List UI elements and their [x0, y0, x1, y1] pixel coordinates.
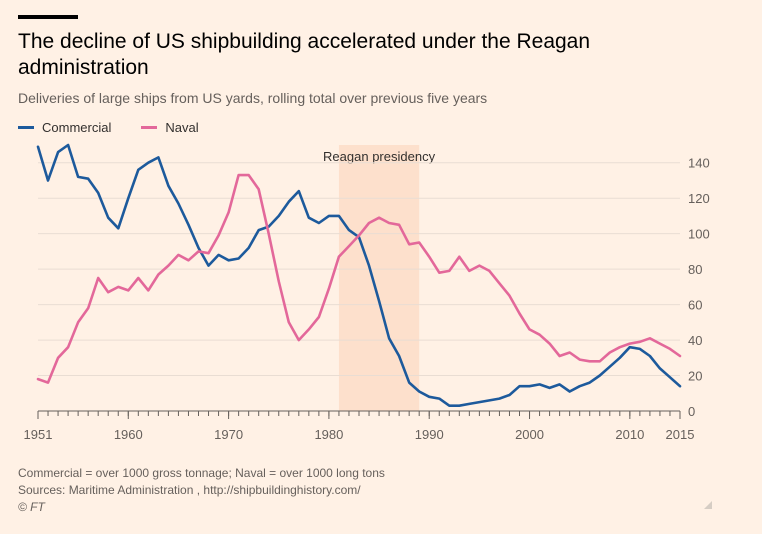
legend-label-naval: Naval — [165, 120, 199, 135]
legend-swatch-naval — [141, 126, 158, 129]
y-tick-label: 140 — [688, 156, 710, 171]
x-tick-label: 2015 — [666, 427, 695, 442]
footer-note: Commercial = over 1000 gross tonnage; Na… — [18, 466, 385, 480]
reagan-presidency-label: Reagan presidency — [323, 149, 436, 164]
top-rule — [18, 15, 78, 19]
x-tick-label: 2000 — [515, 427, 544, 442]
y-tick-label: 20 — [688, 369, 702, 384]
y-tick-label: 80 — [688, 262, 702, 277]
legend-item-commercial: Commercial — [18, 120, 111, 135]
y-tick-label: 100 — [688, 227, 710, 242]
x-tick-label: 1970 — [214, 427, 243, 442]
footer: Commercial = over 1000 gross tonnage; Na… — [18, 465, 385, 516]
x-tick-label: 1980 — [314, 427, 343, 442]
footer-sources: Sources: Maritime Administration , http:… — [18, 483, 361, 497]
series-line-naval — [36, 173, 682, 384]
series-lines — [36, 143, 682, 407]
x-tick-label: 1960 — [114, 427, 143, 442]
y-tick-label: 0 — [688, 404, 695, 419]
x-axis-ticks: 1951 1960 1970 1980 1990 2000 2010 2015 — [24, 411, 695, 442]
chart-subtitle: Deliveries of large ships from US yards,… — [18, 90, 488, 106]
y-axis-tick-labels: 0 20 40 60 80 100 120 140 — [688, 156, 710, 419]
legend-label-commercial: Commercial — [42, 120, 112, 135]
resize-corner-icon — [704, 501, 712, 509]
x-tick-label: 1990 — [415, 427, 444, 442]
footer-copyright: © FT — [18, 500, 45, 514]
y-tick-label: 60 — [688, 298, 702, 313]
legend: Commercial Naval — [18, 120, 199, 135]
chart-title: The decline of US shipbuilding accelerat… — [18, 30, 591, 79]
reagan-shaded-region — [338, 145, 420, 411]
x-tick-label: 2010 — [615, 427, 644, 442]
y-tick-label: 120 — [688, 191, 710, 206]
x-tick-label: 1951 — [24, 427, 53, 442]
y-tick-label: 40 — [688, 333, 702, 348]
legend-swatch-commercial — [18, 126, 34, 129]
legend-item-naval: Naval — [141, 120, 199, 135]
